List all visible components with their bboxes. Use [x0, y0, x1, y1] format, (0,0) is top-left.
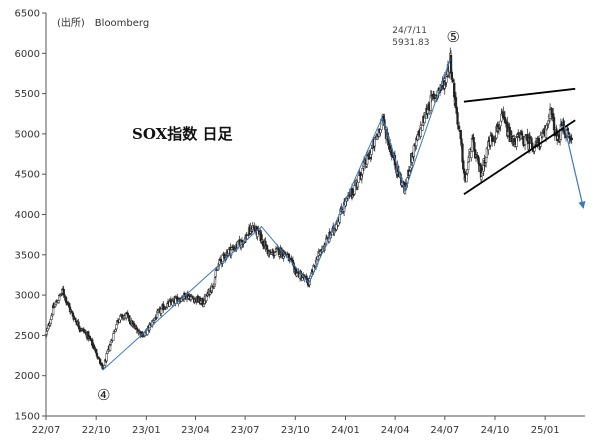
candle-body [295, 272, 299, 277]
peak-value-label: 5931.83 [392, 38, 429, 48]
candle-body [508, 126, 511, 142]
candle-body [416, 134, 419, 140]
candle-body [353, 184, 356, 195]
candle-body [108, 345, 112, 351]
candle-body [265, 245, 269, 250]
y-tick-label: 3000 [15, 291, 40, 302]
candle-body [103, 365, 106, 368]
candle-body [159, 308, 163, 314]
wave-4-label: ④ [97, 386, 110, 404]
candle-body [95, 353, 99, 357]
candle-body [472, 137, 475, 143]
chart-labels: (出所) Bloomberg SOX指数 日足 24/7/11 5931.83 ⑤ ④ [57, 16, 460, 404]
y-tick-label: 5500 [15, 89, 40, 100]
candle-body [480, 176, 483, 180]
candle-body [291, 259, 295, 263]
y-tick-label: 4500 [15, 170, 40, 181]
candle-body [301, 277, 304, 281]
candle-body [115, 324, 118, 330]
x-tick-label: 23/01 [132, 425, 161, 436]
candle-body [466, 162, 470, 170]
chart-title: SOX指数 日足 [132, 125, 233, 143]
peak-date-label: 24/7/11 [392, 26, 427, 36]
candle-body [95, 349, 98, 354]
candle-body [570, 137, 573, 140]
x-tick-label: 23/04 [181, 425, 210, 436]
wave-5-label: ⑤ [447, 28, 460, 46]
candle-body [105, 353, 108, 362]
candle-body [357, 175, 360, 183]
y-tick-label: 2500 [15, 331, 40, 342]
y-tick-label: 6000 [15, 49, 40, 60]
candlestick-series [44, 47, 573, 370]
candle-body [446, 75, 449, 78]
candle-body [65, 301, 69, 304]
candle-body [550, 108, 553, 116]
y-tick-label: 2000 [15, 371, 40, 382]
candle-body [214, 270, 217, 277]
candle-body [521, 135, 524, 140]
candle-body [419, 125, 422, 137]
candle-body [290, 257, 293, 261]
x-tick-label: 23/10 [281, 425, 310, 436]
candle-body [429, 95, 432, 111]
overlay-lines [102, 58, 586, 371]
x-tick-label: 24/07 [430, 425, 459, 436]
candle-body [74, 320, 78, 323]
y-tick-label: 3500 [15, 250, 40, 261]
candle-body [456, 112, 459, 125]
candle-body [432, 93, 436, 96]
x-tick-label: 25/01 [531, 425, 560, 436]
projection-arrow [563, 125, 586, 209]
triangle-upper-line [463, 87, 576, 103]
source-label: (出所) Bloomberg [57, 16, 149, 29]
candle-body [119, 315, 122, 321]
x-tick-label: 24/04 [381, 425, 410, 436]
x-tick-label: 23/07 [231, 425, 260, 436]
x-tick-label: 24/01 [331, 425, 360, 436]
x-tick-label: 22/10 [82, 425, 111, 436]
candle-body [274, 252, 277, 256]
candle-body [457, 125, 461, 130]
candle-body [370, 148, 373, 155]
candle-body [128, 315, 131, 322]
axes: 1500 2000 2500 3000 3500 4000 4500 5000 5500 6000… [15, 9, 585, 436]
y-tick-label: 5000 [15, 129, 40, 140]
candle-body [412, 145, 416, 157]
candle-body [465, 174, 468, 183]
triangle-lower-line [463, 119, 576, 196]
x-tick-label: 22/07 [32, 425, 61, 436]
y-tick-label: 6500 [15, 9, 40, 20]
x-tick-label: 24/10 [481, 425, 510, 436]
elliott-wave-line [102, 58, 451, 371]
candle-body [45, 331, 48, 335]
candle-body [202, 303, 206, 307]
candle-body [219, 258, 222, 262]
candle-body [112, 333, 115, 342]
candle-body [213, 277, 217, 285]
candle-body [515, 137, 518, 147]
candle-body [152, 320, 156, 323]
y-tick-label: 4000 [15, 210, 40, 221]
candle-body [341, 212, 344, 214]
y-tick-label: 1500 [15, 412, 40, 423]
candle-body [223, 253, 226, 257]
candle-body [192, 297, 195, 300]
candle-body [70, 311, 74, 313]
